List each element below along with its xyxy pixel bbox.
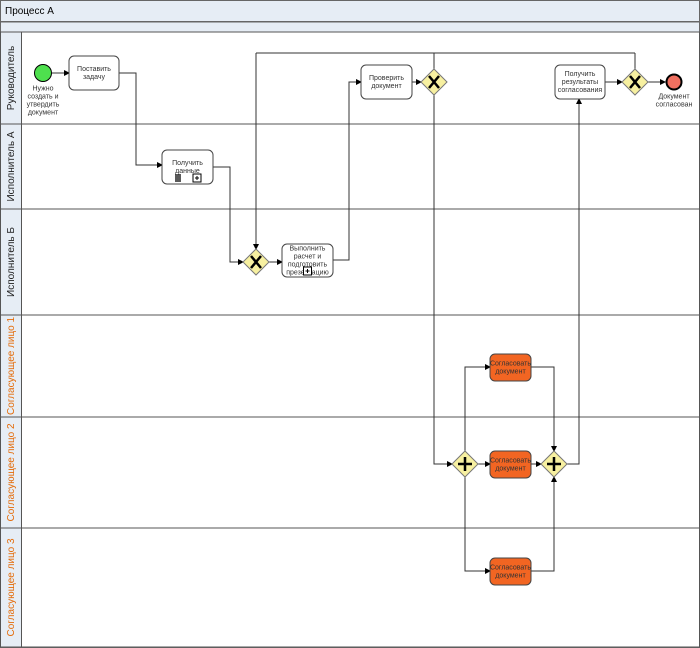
parallel-gateway[interactable] (540, 450, 568, 478)
task-label: Получить (172, 160, 203, 167)
task-label: Выполнить (290, 246, 326, 253)
sequence-flow (119, 72, 163, 168)
event-label: Нужно (32, 86, 53, 93)
parallel-gateway[interactable] (451, 450, 479, 478)
event-label: Документ (658, 94, 690, 101)
task-label: Проверить (369, 75, 404, 82)
x-icon (250, 255, 262, 269)
lane-label: Согласующее лицо 2 (6, 423, 17, 522)
sequence-flow (333, 79, 362, 261)
task-label: Поставить (77, 66, 111, 73)
task-label: документ (495, 573, 526, 580)
exclusive-gateway[interactable] (242, 248, 270, 276)
event-label: документ (28, 110, 59, 117)
event-label: создать и (28, 94, 59, 101)
task-label: Согласовать (490, 458, 531, 465)
plus-icon (547, 457, 561, 471)
exclusive-gateway[interactable] (420, 68, 448, 96)
sequence-flow (464, 477, 491, 574)
sequence-flow (531, 476, 557, 572)
event-label: согласован (656, 102, 693, 109)
lane: Исполнитель Б (0, 208, 700, 316)
lane: Согласующее лицо 3 (0, 527, 700, 648)
multi-instance-icon (175, 174, 181, 182)
plus-icon (458, 457, 472, 471)
task-label: задачу (83, 74, 106, 81)
lane-label: Исполнитель Б (6, 227, 17, 297)
task-label: Согласовать (490, 565, 531, 572)
task-label: документ (371, 83, 402, 90)
sequence-flow (531, 366, 557, 452)
pool-title: Процесс А (5, 6, 54, 17)
lane: Согласующее лицо 2 (0, 416, 700, 529)
sequence-flow (464, 364, 491, 451)
pool-header (0, 0, 700, 22)
task-label: документ (495, 369, 526, 376)
lane-label: Исполнитель А (6, 131, 17, 201)
lane-label: Руководитель (6, 46, 17, 110)
task-label: подготовить (288, 262, 328, 269)
task-label: документ (495, 466, 526, 473)
task-label: Согласовать (490, 361, 531, 368)
sequence-flow (567, 98, 582, 465)
task-label: Получить (565, 71, 596, 78)
task-label: согласования (558, 87, 603, 94)
task-label: данные (175, 168, 200, 175)
sequence-flow (213, 166, 244, 265)
event-label: утвердить (27, 102, 60, 109)
exclusive-gateway[interactable] (621, 68, 649, 96)
lane: Согласующее лицо 1 (0, 314, 700, 418)
sequence-flow (433, 95, 453, 467)
task-label: расчет и (294, 254, 322, 261)
x-icon (428, 75, 440, 89)
task-label: результаты (562, 79, 598, 86)
lane-label: Согласующее лицо 3 (6, 538, 17, 637)
lane-label: Согласующее лицо 1 (6, 317, 17, 416)
x-icon (629, 75, 641, 89)
lane: Исполнитель А (0, 123, 700, 210)
